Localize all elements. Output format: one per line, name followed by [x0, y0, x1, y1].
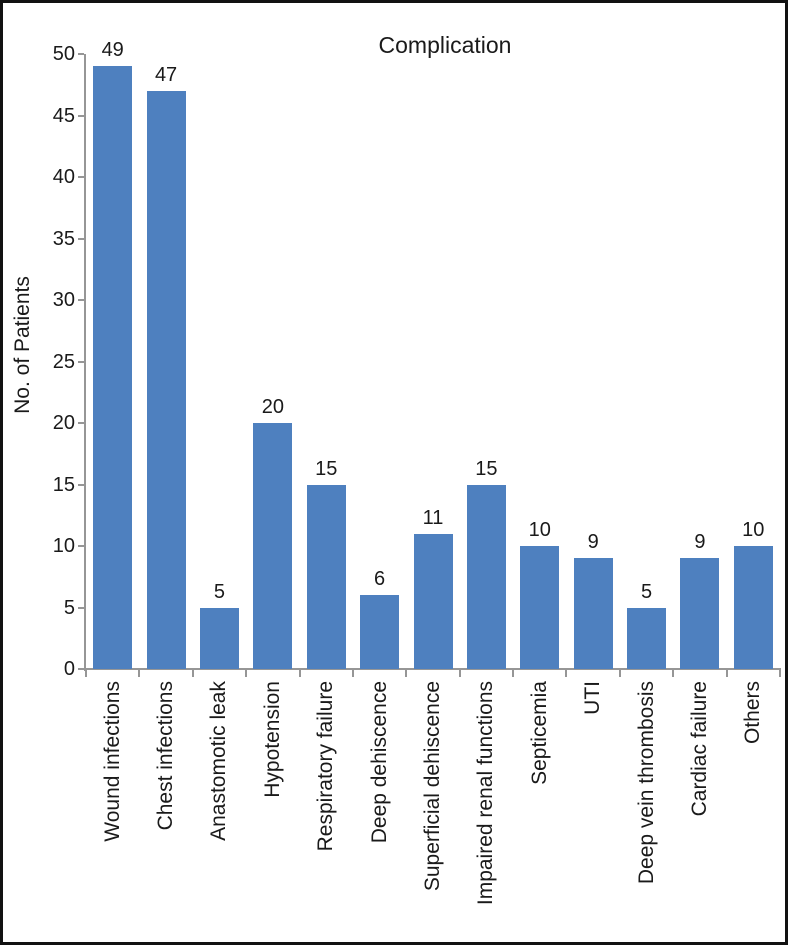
- x-axis-label-respiratory-failure: Respiratory failure: [314, 681, 338, 852]
- y-tick: [78, 483, 84, 486]
- y-tick: [78, 606, 84, 609]
- bar-respiratory-failure: [306, 484, 346, 669]
- bar-uti: [573, 558, 613, 669]
- y-tick: [78, 237, 84, 240]
- y-tick: [78, 360, 84, 363]
- x-tick: [405, 669, 408, 677]
- bar-value-label: 20: [261, 396, 284, 418]
- x-tick: [85, 669, 87, 677]
- bar-value-label: 9: [587, 531, 599, 554]
- bar-deep-vein-thrombosis: [627, 607, 667, 669]
- x-tick: [138, 669, 141, 677]
- y-tick-label: 5: [63, 596, 75, 619]
- chart-title: Complication: [378, 32, 512, 58]
- bar-value-label: 6: [374, 568, 386, 591]
- y-tick-label: 50: [52, 43, 75, 65]
- y-tick-label: 10: [52, 535, 75, 557]
- bar-value-label: 47: [154, 63, 178, 86]
- x-axis-label-deep-vein-thrombosis: Deep vein thrombosis: [634, 681, 658, 885]
- x-tick: [565, 669, 568, 677]
- bar-value-label: 15: [315, 457, 338, 480]
- x-tick: [351, 669, 354, 677]
- bar-cardiac-failure: [680, 558, 720, 669]
- y-tick-label: 25: [52, 350, 75, 373]
- x-tick: [618, 669, 621, 677]
- bar-septicemia: [520, 546, 560, 669]
- bar-value-label: 15: [475, 457, 498, 480]
- y-tick: [78, 422, 84, 424]
- x-axis-label-others: Others: [741, 681, 765, 745]
- y-tick-label: 15: [52, 473, 75, 496]
- y-tick-label: 30: [52, 289, 75, 311]
- bar-value-label: 49: [101, 39, 124, 62]
- bar-hypotension: [253, 423, 293, 669]
- y-tick-label: 35: [52, 227, 75, 250]
- x-axis-label-deep-dehiscence: Deep dehiscence: [367, 681, 391, 844]
- y-tick-label: 20: [52, 412, 75, 434]
- x-axis-label-superficial-dehiscence: Superficial dehiscence: [421, 681, 444, 892]
- bar-impaired-renal-functions: [466, 484, 506, 669]
- x-tick: [191, 669, 194, 677]
- x-axis-label-chest-infections: Chest infections: [154, 681, 178, 831]
- x-tick: [512, 669, 515, 677]
- y-tick-label: 45: [52, 104, 75, 127]
- x-axis-label-uti: UTI: [581, 681, 605, 715]
- x-tick: [458, 669, 461, 677]
- bar-wound-infections: [93, 66, 133, 669]
- x-axis-label-septicemia: Septicemia: [527, 681, 551, 785]
- x-axis-label-cardiac-failure: Cardiac failure: [687, 681, 711, 817]
- bar-value-label: 11: [422, 506, 444, 529]
- x-tick: [245, 669, 248, 677]
- bar-value-label: 5: [640, 580, 653, 603]
- x-tick: [725, 669, 728, 677]
- x-axis-label-anastomotic-leak: Anastomotic leak: [207, 681, 231, 841]
- bar-value-label: 10: [742, 519, 765, 541]
- y-axis-line: [84, 54, 86, 671]
- y-tick-label: 40: [52, 166, 75, 188]
- bar-others: [733, 546, 773, 669]
- x-tick: [672, 669, 675, 677]
- bar-deep-dehiscence: [360, 595, 400, 669]
- x-axis-label-hypotension: Hypotension: [260, 681, 284, 798]
- x-tick: [298, 669, 301, 677]
- bar-superficial-dehiscence: [413, 533, 453, 669]
- y-tick: [78, 53, 84, 55]
- x-axis-label-impaired-renal-functions: Impaired renal functions: [474, 681, 498, 906]
- y-tick-label: 0: [63, 658, 75, 680]
- x-axis-line: [84, 668, 781, 670]
- y-tick: [78, 545, 84, 547]
- y-tick: [78, 668, 84, 670]
- x-axis-label-wound-infections: Wound infections: [100, 681, 124, 842]
- bar-anastomotic-leak: [199, 607, 239, 669]
- y-tick: [78, 299, 84, 301]
- x-tick: [779, 669, 781, 677]
- bar-value-label: 10: [528, 519, 551, 541]
- bar-value-label: 5: [213, 580, 226, 603]
- bar-chest-infections: [146, 90, 186, 669]
- y-tick: [78, 176, 84, 178]
- bar-value-label: 9: [694, 531, 706, 554]
- y-tick: [78, 114, 84, 117]
